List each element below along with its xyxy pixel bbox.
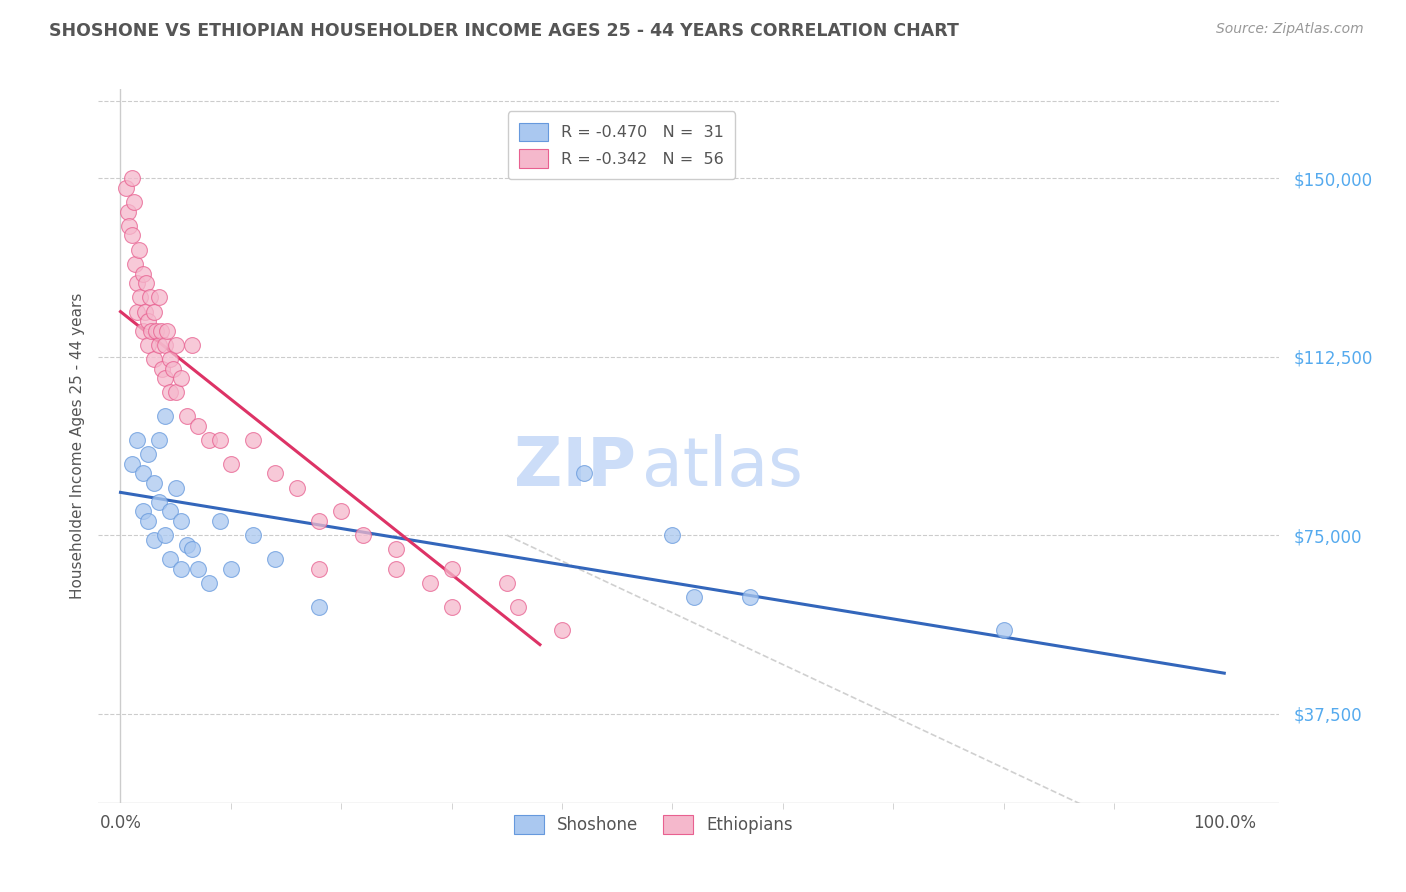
Text: atlas: atlas [641, 434, 803, 500]
Point [187, 418, 209, 433]
Point [170, 514, 193, 528]
Point [219, 561, 242, 575]
Point [150, 324, 173, 338]
Point [495, 575, 517, 590]
Point [159, 385, 181, 400]
Point [122, 195, 145, 210]
Point [153, 371, 176, 385]
Point [159, 552, 181, 566]
Point [181, 338, 204, 352]
Point [117, 204, 139, 219]
Point [993, 624, 1015, 638]
Point [136, 338, 159, 352]
Point [148, 290, 170, 304]
Point [661, 528, 683, 542]
Point [152, 361, 174, 376]
Point [148, 495, 170, 509]
Point [738, 590, 761, 604]
Point [208, 514, 231, 528]
Point [135, 276, 157, 290]
Point [308, 599, 330, 614]
Point [131, 504, 153, 518]
Point [125, 276, 148, 290]
Point [125, 304, 148, 318]
Point [198, 575, 221, 590]
Point [385, 542, 408, 557]
Point [153, 409, 176, 424]
Point [264, 552, 287, 566]
Point [121, 228, 143, 243]
Point [156, 324, 179, 338]
Y-axis label: Householder Income Ages 25 - 44 years: Householder Income Ages 25 - 44 years [69, 293, 84, 599]
Point [440, 561, 463, 575]
Point [131, 267, 153, 281]
Point [242, 528, 264, 542]
Point [121, 171, 143, 186]
Point [136, 514, 159, 528]
Point [176, 409, 198, 424]
Point [308, 514, 330, 528]
Text: SHOSHONE VS ETHIOPIAN HOUSEHOLDER INCOME AGES 25 - 44 YEARS CORRELATION CHART: SHOSHONE VS ETHIOPIAN HOUSEHOLDER INCOME… [49, 22, 959, 40]
Point [385, 561, 408, 575]
Point [551, 624, 574, 638]
Point [159, 504, 181, 518]
Point [131, 324, 153, 338]
Point [440, 599, 463, 614]
Point [136, 314, 159, 328]
Point [121, 457, 143, 471]
Point [683, 590, 706, 604]
Text: ZIP: ZIP [513, 434, 636, 500]
Point [352, 528, 374, 542]
Point [118, 219, 141, 233]
Point [285, 481, 308, 495]
Point [142, 304, 165, 318]
Point [142, 352, 165, 367]
Legend: Shoshone, Ethiopians: Shoshone, Ethiopians [503, 805, 803, 845]
Point [136, 447, 159, 461]
Point [145, 324, 167, 338]
Point [134, 304, 156, 318]
Point [264, 467, 287, 481]
Point [131, 467, 153, 481]
Point [165, 481, 187, 495]
Point [124, 257, 146, 271]
Point [181, 542, 204, 557]
Text: Source: ZipAtlas.com: Source: ZipAtlas.com [1216, 22, 1364, 37]
Point [330, 504, 353, 518]
Point [176, 538, 198, 552]
Point [153, 528, 176, 542]
Point [129, 290, 152, 304]
Point [242, 433, 264, 447]
Point [170, 561, 193, 575]
Point [148, 433, 170, 447]
Point [115, 181, 138, 195]
Point [153, 338, 176, 352]
Point [170, 371, 193, 385]
Point [506, 599, 529, 614]
Point [308, 561, 330, 575]
Point [198, 433, 221, 447]
Point [208, 433, 231, 447]
Point [142, 533, 165, 547]
Point [128, 243, 150, 257]
Point [139, 290, 162, 304]
Point [142, 475, 165, 490]
Point [187, 561, 209, 575]
Point [419, 575, 441, 590]
Point [141, 324, 163, 338]
Point [125, 433, 148, 447]
Point [148, 338, 170, 352]
Point [159, 352, 181, 367]
Point [572, 467, 595, 481]
Point [219, 457, 242, 471]
Point [162, 361, 184, 376]
Point [165, 385, 187, 400]
Point [165, 338, 187, 352]
